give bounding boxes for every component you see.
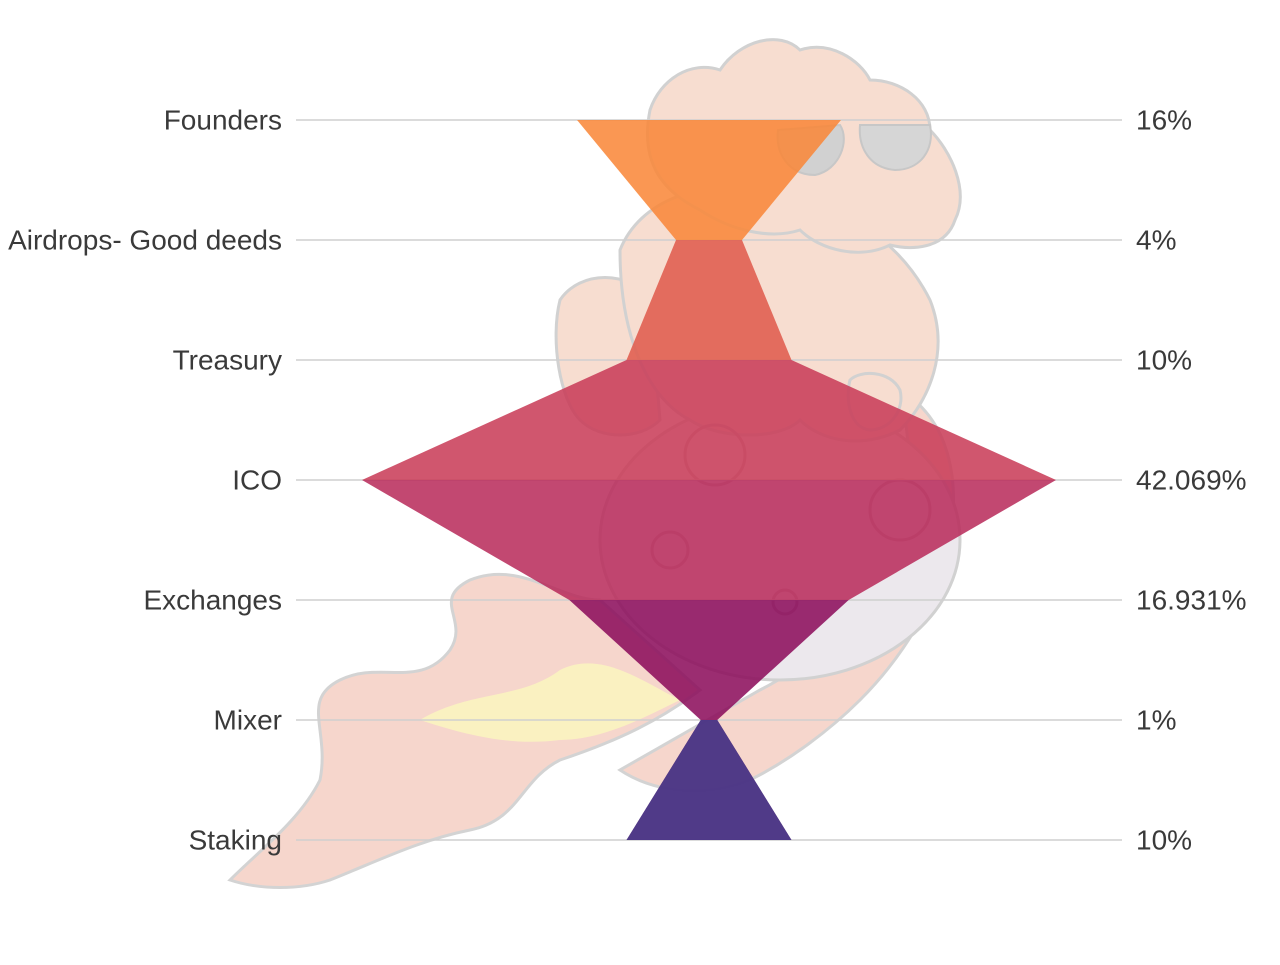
category-label: Exchanges bbox=[143, 585, 282, 616]
funnel-band-ico bbox=[362, 480, 1056, 600]
category-labels: Founders Airdrops- Good deeds Treasury ICO E… bbox=[8, 105, 282, 856]
funnel-band-staking bbox=[626, 720, 792, 840]
flame-glow-shape bbox=[420, 663, 680, 742]
category-label: Treasury bbox=[173, 345, 282, 376]
value-label: 10% bbox=[1136, 825, 1192, 856]
category-label: Staking bbox=[189, 825, 282, 856]
category-label: ICO bbox=[232, 465, 282, 496]
value-label: 4% bbox=[1136, 225, 1176, 256]
funnel-bands bbox=[362, 120, 1056, 840]
sunglasses-right-shape bbox=[858, 124, 932, 172]
value-labels: 16% 4% 10% 42.069% 16.931% 1% 10% bbox=[1136, 105, 1247, 856]
value-label: 10% bbox=[1136, 345, 1192, 376]
category-label: Airdrops- Good deeds bbox=[8, 225, 282, 256]
category-label: Founders bbox=[164, 105, 282, 136]
value-label: 16% bbox=[1136, 105, 1192, 136]
value-label: 1% bbox=[1136, 705, 1176, 736]
funnel-band-airdrops-good-deeds bbox=[626, 240, 792, 360]
category-label: Mixer bbox=[214, 705, 282, 736]
value-label: 16.931% bbox=[1136, 585, 1247, 616]
funnel-band-exchanges bbox=[569, 600, 849, 720]
value-label: 42.069% bbox=[1136, 465, 1247, 496]
funnel-band-treasury bbox=[362, 360, 1056, 480]
funnel-band-founders bbox=[577, 120, 841, 240]
